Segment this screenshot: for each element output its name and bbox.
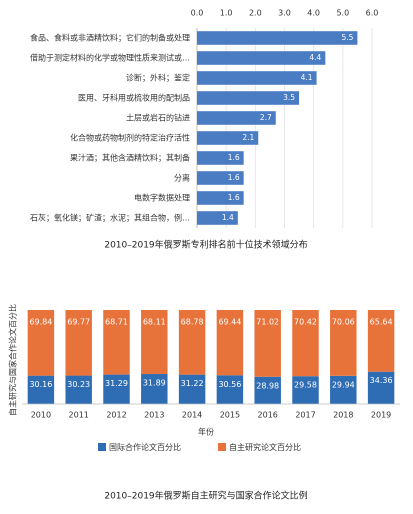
value-label: 5.5: [341, 33, 353, 42]
bar-segment: [65, 375, 92, 404]
bar: [197, 51, 326, 65]
chart-title: 2010–2019年俄罗斯专利排名前十位技术领域分布: [104, 239, 307, 251]
bar-segment: [254, 376, 281, 404]
bar: [197, 171, 244, 185]
value-label: 4.1: [301, 73, 313, 82]
x-tick-label: 2015: [220, 411, 240, 420]
x-tick-label: 5.0: [336, 9, 349, 18]
y-tick-label: 借助于测定材料的化学或物理性质来测试或…: [30, 53, 190, 63]
x-tick-label: 1.0: [220, 9, 233, 18]
bar: [197, 31, 358, 45]
x-tick-label: 4.0: [307, 9, 320, 18]
bar-segment: [216, 310, 244, 376]
legend-label: 国际合作论文百分比: [109, 442, 181, 452]
bar-segment: [65, 310, 92, 376]
y-tick-label: 果汁酒；其他含酒精饮料；其制备: [70, 153, 190, 163]
value-label: 71.02: [256, 318, 279, 327]
y-tick-label: 食品、食料或非酒精饮料；它们的制备或处理: [30, 33, 190, 43]
chart-title: 2010–2019年俄罗斯自主研究与国家合作论文比例: [104, 490, 307, 502]
bar-segment: [330, 310, 357, 376]
bar: [197, 71, 317, 85]
bar-segment: [141, 374, 168, 404]
y-tick-label: 医用、牙科用或梳妆用的配制品: [78, 93, 190, 103]
bar-segment: [216, 375, 244, 404]
value-label: 68.11: [143, 318, 166, 327]
value-label: 68.78: [181, 318, 204, 327]
value-label: 68.71: [105, 318, 128, 327]
value-label: 69.77: [67, 318, 90, 327]
legend-label: 自主研究论文百分比: [229, 442, 301, 452]
value-label: 29.58: [294, 381, 317, 390]
bar: [197, 151, 244, 165]
value-label: 65.64: [370, 318, 393, 327]
x-tick-label: 2011: [69, 411, 89, 420]
x-tick-label: 3.0: [278, 9, 291, 18]
bar-segment: [367, 371, 395, 404]
x-tick-label: 2.0: [249, 9, 262, 18]
bar-segment: [103, 310, 130, 375]
legend-swatch: [218, 443, 226, 451]
value-label: 31.89: [143, 379, 166, 388]
x-tick-label: 2018: [333, 411, 353, 420]
y-axis-label: 自主研究与国家合作论文百分比: [8, 304, 18, 416]
legend-swatch: [98, 443, 106, 451]
bar: [197, 191, 244, 205]
x-tick-label: 2019: [371, 411, 391, 420]
value-label: 1.6: [228, 173, 240, 182]
value-label: 69.44: [218, 318, 241, 327]
value-label: 28.98: [256, 381, 279, 390]
x-tick-label: 0.0: [191, 9, 204, 18]
value-label: 4.4: [309, 53, 321, 62]
y-tick-label: 化合物或药物制剂的特定治疗活性: [70, 133, 190, 143]
y-tick-label: 土层或岩石的钻进: [126, 113, 190, 123]
bar-segment: [367, 310, 395, 372]
bar: [197, 211, 238, 225]
value-label: 3.5: [283, 93, 295, 102]
bar-segment: [254, 310, 281, 377]
value-label: 29.94: [332, 380, 355, 389]
value-label: 2.1: [242, 133, 254, 142]
value-label: 1.4: [222, 213, 234, 222]
bar-segment: [103, 374, 130, 404]
value-label: 30.56: [218, 380, 241, 389]
value-label: 30.16: [29, 380, 52, 389]
x-tick-label: 2010: [31, 411, 51, 420]
y-tick-label: 诊断；外科；鉴定: [126, 73, 190, 83]
bar: [197, 111, 276, 125]
bar-segment: [330, 375, 357, 404]
value-label: 31.29: [105, 379, 128, 388]
value-label: 70.06: [332, 318, 355, 327]
x-tick-label: 2012: [106, 411, 126, 420]
bar-segment: [27, 310, 55, 376]
bar-segment: [292, 376, 319, 404]
x-axis-label: 年份: [198, 427, 214, 437]
bar-segment: [27, 375, 55, 404]
bar-segment: [292, 310, 319, 377]
value-label: 2.7: [260, 113, 272, 122]
value-label: 1.6: [228, 153, 240, 162]
value-label: 69.84: [29, 318, 52, 327]
bar-segment: [178, 310, 206, 375]
value-label: 1.6: [228, 193, 240, 202]
y-tick-label: 电数字数据处理: [134, 193, 190, 203]
x-tick-label: 2014: [182, 411, 202, 420]
bar-segment: [178, 374, 206, 404]
y-tick-label: 石灰；氧化镁；矿渣；水泥；其组合物，例…: [30, 213, 190, 223]
bar-segment: [141, 310, 168, 375]
y-tick-label: 分离: [174, 173, 190, 183]
bar: [197, 131, 259, 145]
value-label: 30.23: [67, 380, 90, 389]
x-tick-label: 2016: [258, 411, 278, 420]
bar: [197, 91, 300, 105]
value-label: 70.42: [294, 318, 317, 327]
value-label: 31.22: [181, 379, 204, 388]
value-label: 34.36: [370, 376, 393, 385]
x-tick-label: 6.0: [366, 9, 379, 18]
x-tick-label: 2013: [144, 411, 164, 420]
x-tick-label: 2017: [295, 411, 315, 420]
